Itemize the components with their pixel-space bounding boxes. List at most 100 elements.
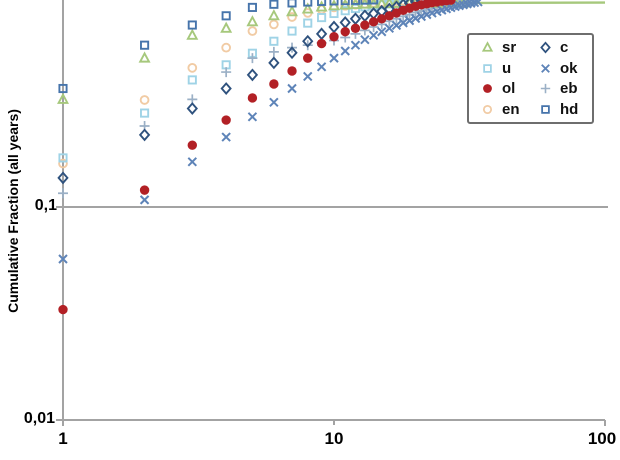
en-marker <box>58 158 68 169</box>
ok-marker <box>410 13 421 24</box>
hd-marker <box>329 0 339 6</box>
hd-marker <box>247 2 257 12</box>
ol-marker <box>247 93 258 103</box>
ok-marker <box>247 112 258 122</box>
y-tick-label-0_01: 0,01 <box>23 410 55 427</box>
ol-marker <box>368 17 379 27</box>
legend-marker-square-icon <box>541 105 550 114</box>
sr-legend-marker <box>481 41 494 52</box>
ol-marker <box>350 23 361 34</box>
legend-label-en: en <box>502 101 520 119</box>
ok-marker <box>368 30 379 40</box>
sr-marker <box>390 0 403 8</box>
legend-item-sr: sr <box>480 40 538 55</box>
hd-marker <box>369 0 379 5</box>
ok-marker <box>398 18 408 28</box>
ok-marker <box>377 27 387 37</box>
ok-legend-marker <box>541 63 550 73</box>
en-marker <box>269 19 279 30</box>
en-marker <box>187 63 198 73</box>
ok-marker <box>416 11 427 22</box>
hd-marker <box>303 0 313 7</box>
sr-marker <box>301 2 314 14</box>
sr-marker <box>186 28 199 40</box>
legend-label-u: u <box>502 59 512 77</box>
ol-marker <box>58 304 68 315</box>
legend-marker-circle-icon <box>482 105 493 115</box>
ok-marker <box>340 46 350 56</box>
en-marker <box>287 12 297 22</box>
ok-marker <box>187 157 198 167</box>
hd-marker <box>360 0 370 5</box>
c-marker <box>286 46 298 60</box>
legend: sr c u ok ol eb en hd <box>467 33 594 124</box>
c-marker <box>315 27 328 41</box>
x-tick-label-100: 100 <box>587 429 617 448</box>
c-marker <box>57 171 69 185</box>
ol-marker <box>377 14 387 24</box>
ol-marker <box>446 0 456 5</box>
eb-marker <box>247 53 258 64</box>
u-marker <box>340 6 350 16</box>
hd-marker <box>350 0 361 5</box>
sr-marker <box>267 9 280 21</box>
sr-marker <box>220 21 233 33</box>
legend-marker-square-icon <box>483 63 492 73</box>
c-marker <box>349 12 362 26</box>
hd-legend-marker <box>541 105 550 114</box>
en-marker <box>247 26 258 36</box>
legend-item-ol: ol <box>480 81 538 96</box>
legend-item-u: u <box>480 61 538 76</box>
legend-item-c: c <box>538 40 590 55</box>
c-marker <box>359 9 371 23</box>
ol-marker <box>187 140 197 150</box>
sr-marker <box>246 15 259 27</box>
u-marker <box>303 18 313 28</box>
c-marker <box>339 16 351 29</box>
ok-marker <box>287 83 297 94</box>
u-legend-marker <box>483 63 492 73</box>
c-marker <box>268 56 280 70</box>
legend-marker-triangle-icon <box>481 41 494 52</box>
legend-item-hd: hd <box>538 102 590 117</box>
series-ok <box>58 0 483 264</box>
ok-marker <box>350 40 361 50</box>
ok-marker <box>316 62 327 72</box>
ok-marker <box>329 53 339 63</box>
ol-marker <box>303 53 313 63</box>
sr-marker <box>286 5 299 17</box>
hd-marker <box>187 20 197 30</box>
c-marker <box>246 68 259 82</box>
series-ol <box>58 0 456 315</box>
legend-item-en: en <box>480 102 538 117</box>
y-tick-label-0_1: 0,1 <box>34 197 57 214</box>
ok-marker <box>473 0 483 7</box>
legend-label-ol: ol <box>502 80 516 98</box>
ol-marker <box>384 11 395 21</box>
u-marker <box>187 75 197 85</box>
series-hd <box>58 0 379 94</box>
legend-marker-x-icon <box>541 63 550 73</box>
u-marker <box>58 153 68 163</box>
ol-marker <box>360 20 370 30</box>
hd-marker <box>287 0 297 8</box>
eb-marker <box>221 67 232 78</box>
series-eb <box>58 0 469 199</box>
legend-marker-circle-icon <box>483 84 492 94</box>
ok-marker <box>360 35 370 45</box>
ok-marker <box>139 195 150 205</box>
u-marker <box>287 26 297 36</box>
legend-label-sr: sr <box>502 38 517 56</box>
legend-label-eb: eb <box>560 80 578 98</box>
ol-marker <box>139 185 150 195</box>
sr-marker <box>138 51 151 63</box>
ol-marker <box>329 32 339 42</box>
en-marker <box>221 42 232 53</box>
ok-marker <box>58 254 68 264</box>
sr-marker <box>383 0 396 8</box>
legend-item-eb: eb <box>538 81 590 96</box>
ok-marker <box>303 71 313 82</box>
eb-marker <box>268 46 279 57</box>
c-marker <box>138 128 151 142</box>
